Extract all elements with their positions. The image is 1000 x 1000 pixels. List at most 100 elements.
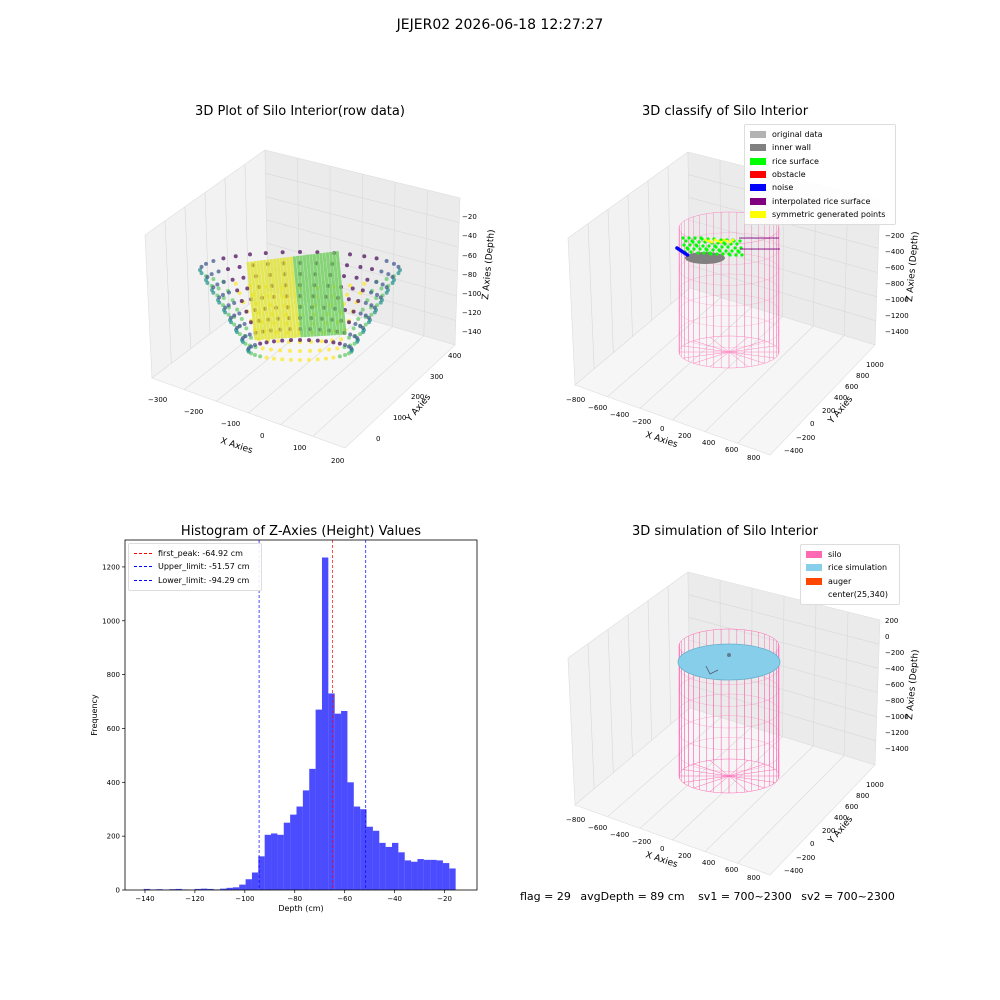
data-point: [288, 357, 293, 362]
data-point-cluster: [325, 252, 337, 336]
data-point: [361, 330, 366, 335]
interpolated-point: [742, 248, 744, 250]
plot1-xtick: 100: [293, 444, 306, 452]
hist-ytick-label: 0: [116, 887, 120, 895]
interpolated-point: [772, 248, 774, 250]
plot4-ytick: 800: [856, 792, 869, 800]
rice-surface-point: [681, 236, 685, 240]
data-point: [315, 250, 320, 255]
data-point: [258, 341, 263, 346]
hist-bar: [283, 822, 291, 890]
silo-floor-spoke: [693, 775, 730, 789]
plot2-xtick: −400: [610, 411, 629, 419]
data-point: [363, 322, 368, 327]
legend-label: inner wall: [772, 143, 812, 153]
rice-surface-point: [701, 244, 705, 248]
data-point: [247, 332, 252, 337]
data-point: [217, 295, 222, 300]
hist-xtick-label: −60: [337, 895, 352, 903]
grid-line: [587, 223, 595, 369]
plot2-ytick: 600: [845, 383, 858, 391]
plot2-ztick: −800: [885, 280, 904, 288]
legend-swatch: [806, 591, 822, 599]
data-point: [358, 291, 363, 296]
data-point: [356, 299, 361, 304]
data-point: [288, 338, 293, 343]
data-point: [221, 256, 226, 261]
data-point: [307, 338, 312, 343]
legend-swatch: [134, 566, 152, 568]
plot2-xtick: 800: [747, 454, 760, 462]
data-point: [264, 340, 269, 345]
plot4-xtick: 800: [747, 874, 760, 882]
plot2-legend-item: rice surface: [750, 155, 890, 168]
rice-surface-point: [727, 252, 731, 256]
data-point: [378, 300, 383, 305]
interpolated-point: [777, 237, 779, 239]
interpolated-point: [753, 237, 755, 239]
hist-bar: [430, 859, 437, 890]
data-point: [351, 309, 356, 314]
grid-line: [667, 586, 672, 725]
legend-label: first_peak: -64.92 cm: [158, 549, 243, 559]
plot2-xtick: −800: [566, 396, 585, 404]
plot2-ytick: 200: [822, 407, 835, 415]
plot1-ztick: −20: [462, 213, 477, 221]
interpolated-point: [756, 248, 758, 250]
data-point: [378, 295, 383, 300]
grid-line: [667, 166, 672, 305]
data-point: [352, 341, 357, 346]
plot4-ztick: −800: [885, 697, 904, 705]
data-point: [380, 282, 385, 287]
hist-bar: [290, 814, 297, 890]
grid-line: [184, 206, 191, 349]
hist-bar: [360, 809, 367, 890]
silo-ring: [678, 273, 780, 307]
data-point: [319, 339, 324, 344]
plot2-xtick: 200: [678, 432, 691, 440]
data-point: [199, 264, 204, 269]
data-point: [298, 349, 302, 353]
silo-floor-spoke: [728, 340, 765, 353]
rice-surface-point: [740, 253, 744, 257]
data-point: [237, 323, 242, 328]
data-point: [226, 290, 231, 295]
plot4-ztick: −1000: [885, 713, 909, 721]
plot2-ytick: 800: [856, 372, 869, 380]
data-point: [337, 341, 342, 346]
data-point: [337, 354, 342, 359]
hist-bar: [436, 860, 443, 890]
data-point: [226, 312, 231, 317]
data-point: [298, 338, 302, 342]
rice-surface-point: [736, 249, 740, 253]
hist-bar: [201, 888, 208, 890]
legend-swatch: [750, 210, 766, 218]
data-point: [366, 315, 371, 320]
data-point: [324, 339, 328, 344]
rice-surface-point: [697, 240, 701, 244]
rice-surface-point: [722, 241, 726, 245]
grid-line: [164, 220, 172, 364]
hist-bar: [328, 693, 335, 890]
data-point: [347, 335, 352, 340]
legend-label: noise: [772, 183, 794, 193]
interpolated-point: [764, 248, 766, 250]
plot1-xtick: −300: [148, 396, 167, 404]
plot1-ztick: −80: [462, 271, 477, 279]
silo-floor-spoke: [728, 351, 749, 367]
hist-bar: [341, 710, 348, 890]
plot4-legend-item: silo: [806, 548, 894, 561]
data-point: [223, 305, 228, 310]
silo-floor-spoke: [728, 769, 776, 777]
data-point: [272, 339, 276, 344]
interpolated-point: [749, 237, 751, 239]
data-point: [346, 297, 351, 302]
data-point: [324, 356, 328, 361]
hist-bar: [296, 806, 303, 890]
data-point: [264, 355, 269, 360]
rice-surface-point: [688, 243, 692, 247]
data-point: [226, 303, 231, 308]
grid-line: [689, 265, 876, 322]
data-point: [276, 339, 281, 344]
data-point-cluster: [312, 253, 324, 337]
